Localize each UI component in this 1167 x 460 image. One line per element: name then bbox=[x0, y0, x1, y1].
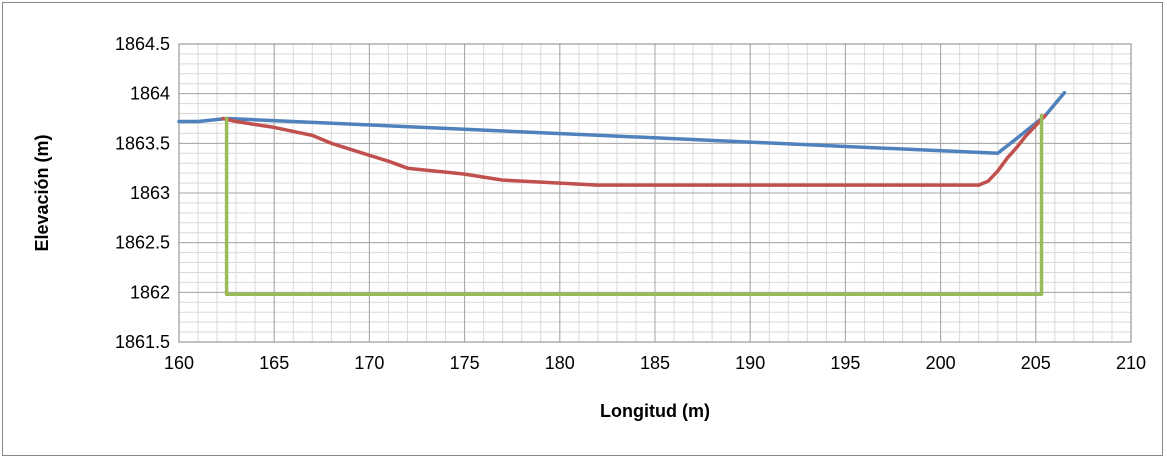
x-tick-label: 205 bbox=[1021, 353, 1051, 373]
x-tick-label: 160 bbox=[164, 353, 194, 373]
x-tick-label: 165 bbox=[259, 353, 289, 373]
elevation-chart: 1861.5 1862 1862.5 1863 1863.5 1864 1864.5 160… bbox=[32, 34, 1146, 421]
series-layer bbox=[177, 90, 1067, 297]
major-gridlines bbox=[178, 43, 1132, 343]
y-tick-label: 1861.5 bbox=[115, 332, 170, 352]
x-tick-label: 170 bbox=[354, 353, 384, 373]
x-tick-label: 190 bbox=[735, 353, 765, 373]
series-line-2 bbox=[221, 113, 1048, 187]
y-tick-label: 1864.5 bbox=[115, 34, 170, 54]
y-tick-label: 1862 bbox=[130, 282, 170, 302]
y-tick-label: 1864 bbox=[130, 84, 170, 104]
y-axis-tick-labels: 1861.5 1862 1862.5 1863 1863.5 1864 1864.5 bbox=[115, 34, 170, 352]
plot-area bbox=[178, 43, 1132, 343]
x-tick-label: 195 bbox=[830, 353, 860, 373]
y-tick-label: 1862.5 bbox=[115, 233, 170, 253]
x-tick-label: 200 bbox=[926, 353, 956, 373]
series-line-3 bbox=[224, 113, 1044, 297]
x-axis-tick-labels: 160 165 170 175 180 185 190 195 200 205 210 bbox=[164, 353, 1146, 373]
x-axis-title: Longitud (m) bbox=[600, 401, 710, 421]
x-tick-label: 175 bbox=[450, 353, 480, 373]
x-tick-label: 185 bbox=[640, 353, 670, 373]
y-tick-label: 1863.5 bbox=[115, 133, 170, 153]
y-axis-title: Elevación (m) bbox=[32, 134, 52, 251]
x-tick-label: 210 bbox=[1116, 353, 1146, 373]
x-tick-label: 180 bbox=[545, 353, 575, 373]
y-tick-label: 1863 bbox=[130, 183, 170, 203]
